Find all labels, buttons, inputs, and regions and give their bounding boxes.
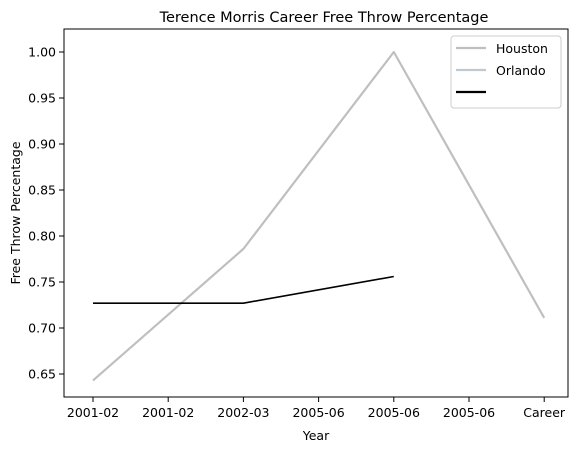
- x-tick-label: 2005-06: [443, 405, 495, 420]
- chart-title: Terence Morris Career Free Throw Percent…: [159, 10, 489, 26]
- plot-frame: [63, 28, 569, 398]
- x-tick-label: 2005-06: [292, 405, 344, 420]
- series-layer: [92, 50, 546, 382]
- y-tick-label: 0.80: [28, 229, 56, 244]
- y-tick-label: 0.90: [28, 137, 56, 152]
- y-tick-label: 0.95: [28, 91, 56, 106]
- x-tick-label: 2001-02: [142, 405, 194, 420]
- x-tick-label: 2005-06: [368, 405, 420, 420]
- y-axis: 0.65 0.70 0.75 0.80 0.85 0.90 0.95 1.00: [28, 45, 64, 382]
- y-tick-label: 1.00: [28, 45, 56, 60]
- legend: Houston Orlando: [450, 35, 562, 109]
- y-tick-label: 0.65: [28, 367, 56, 382]
- x-tick-label: Career: [523, 405, 566, 420]
- series-line-unnamed: [93, 275, 394, 304]
- x-axis: 2001-02 2001-02 2002-03 2005-06 2005-06 2005-…: [67, 397, 566, 420]
- legend-label-houston: Houston: [496, 41, 548, 56]
- x-axis-title: Year: [302, 428, 330, 443]
- x-tick-label: 2002-03: [217, 405, 269, 420]
- x-tick-label: 2001-02: [67, 405, 119, 420]
- legend-box: [450, 35, 562, 109]
- y-axis-title: Free Throw Percentage: [8, 141, 23, 284]
- y-tick-label: 0.85: [28, 183, 56, 198]
- y-tick-label: 0.75: [28, 275, 56, 290]
- legend-label-orlando: Orlando: [496, 63, 546, 78]
- series-line-houston: [92, 50, 546, 382]
- y-tick-label: 0.70: [28, 321, 56, 336]
